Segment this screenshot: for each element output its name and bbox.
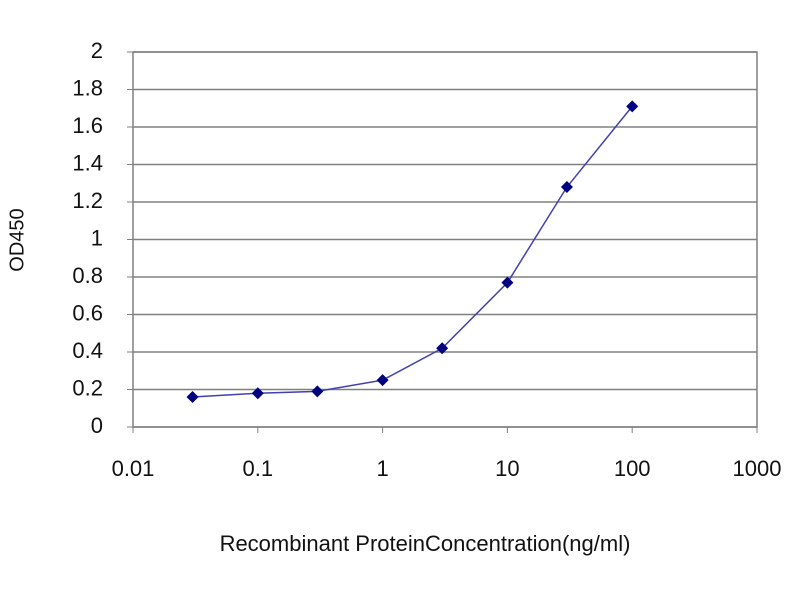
x-tick-label: 10 [495, 456, 519, 481]
x-tick-label: 0.1 [243, 456, 274, 481]
y-tick-label: 1 [91, 225, 103, 250]
y-tick-label: 0.6 [72, 300, 103, 325]
y-tick-label: 1.4 [72, 150, 103, 175]
data-point [501, 276, 514, 289]
data-point [186, 391, 199, 403]
data-point [626, 100, 639, 113]
y-tick-label: 1.6 [72, 113, 103, 138]
y-tick-label: 0.2 [72, 375, 103, 400]
y-tick-label: 1.8 [72, 75, 103, 100]
data-point [311, 385, 324, 398]
data-point [560, 181, 573, 193]
x-tick-label: 0.01 [112, 456, 155, 481]
data-point [376, 374, 389, 387]
x-tick-label: 1000 [733, 456, 782, 481]
y-tick-label: 2 [91, 38, 103, 63]
x-axis-label: Recombinant ProteinConcentration(ng/ml) [220, 531, 631, 556]
data-point [251, 387, 264, 400]
y-tick-label: 0 [91, 413, 103, 438]
y-axis-label: OD450 [6, 208, 28, 271]
x-tick-label: 100 [614, 456, 651, 481]
x-tick-label: 1 [376, 456, 388, 481]
y-tick-label: 0.8 [72, 263, 103, 288]
y-tick-label: 0.4 [72, 338, 103, 363]
series-line [192, 105, 633, 398]
data-point [436, 342, 449, 355]
y-tick-label: 1.2 [72, 188, 103, 213]
